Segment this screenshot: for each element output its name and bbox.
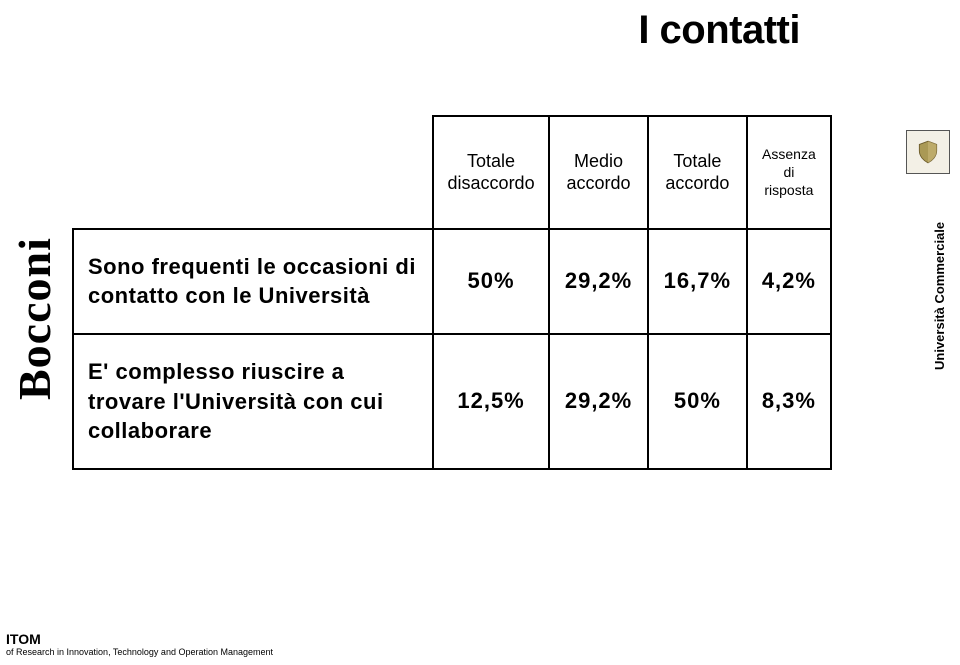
shield-icon [906, 130, 950, 174]
cell-1-3: 8,3% [747, 334, 831, 469]
row-label-1: E' complesso riuscire a trovare l'Univer… [73, 334, 433, 469]
page-title: I contatti [638, 8, 800, 53]
cell-1-2: 50% [648, 334, 747, 469]
col-header-3: Assenza di risposta [747, 116, 831, 229]
university-badge: Università Commerciale [906, 130, 950, 330]
table-row: Sono frequenti le occasioni di contatto … [73, 229, 831, 334]
bocconi-logo: Bocconi [8, 237, 61, 400]
table-header-row: Totale disaccordo Medio accordo Totale a… [73, 116, 831, 229]
cell-1-0: 12,5% [433, 334, 549, 469]
footer-left: ITOM of Research in Innovation, Technolo… [6, 631, 386, 657]
cell-0-2: 16,7% [648, 229, 747, 334]
col-header-1: Medio accordo [549, 116, 648, 229]
cell-0-1: 29,2% [549, 229, 648, 334]
row-label-0: Sono frequenti le occasioni di contatto … [73, 229, 433, 334]
col-header-2: Totale accordo [648, 116, 747, 229]
footer-secondary: of Research in Innovation, Technology an… [6, 647, 386, 657]
cell-0-3: 4,2% [747, 229, 831, 334]
table-row: E' complesso riuscire a trovare l'Univer… [73, 334, 831, 469]
university-side-text: Università Commerciale [932, 222, 947, 370]
cell-0-0: 50% [433, 229, 549, 334]
cell-1-1: 29,2% [549, 334, 648, 469]
survey-table: Totale disaccordo Medio accordo Totale a… [72, 115, 832, 470]
col-header-0: Totale disaccordo [433, 116, 549, 229]
footer-primary: ITOM [6, 631, 386, 647]
table-corner-empty [73, 116, 433, 229]
